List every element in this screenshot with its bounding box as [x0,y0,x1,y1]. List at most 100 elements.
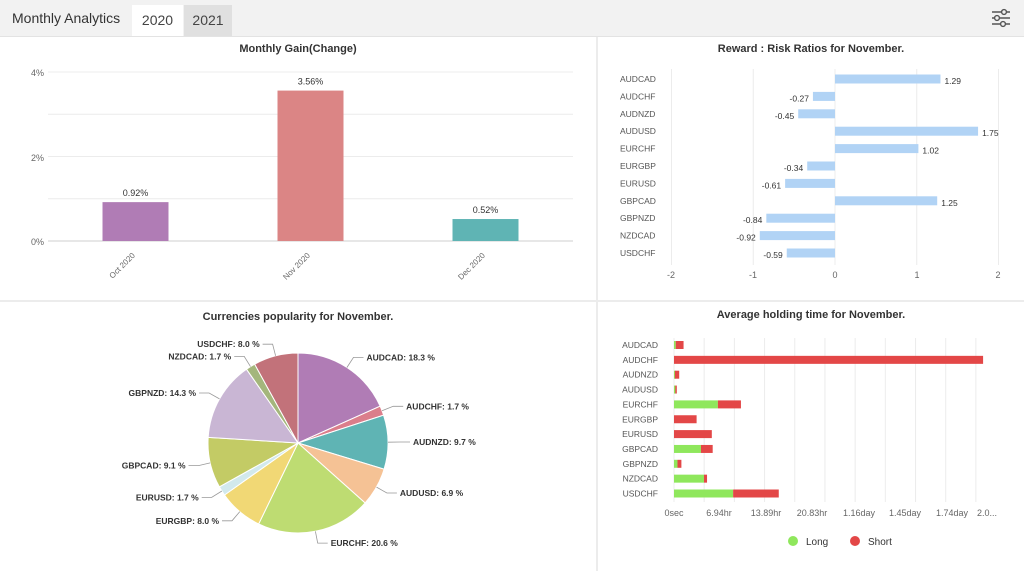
data-label: -0.59 [763,250,783,260]
bar-nzdcad-short[interactable] [703,474,708,483]
bar-gbpnzd-short[interactable] [677,459,682,468]
x-tick-label: 13.89hr [751,508,782,518]
data-label: 3.56% [298,77,324,87]
holding-time-panel: Average holding time for November. 0sec … [598,302,1024,571]
bar-eurchf-short[interactable] [717,400,741,409]
bar-audchf[interactable] [812,91,835,101]
bar-audnzd[interactable] [798,109,835,119]
bar-nov-2020[interactable] [277,90,344,241]
chart-title: Reward : Risk Ratios for November. [718,43,904,55]
x-tick-label: 1.16day [843,508,876,518]
chart-title: Currencies popularity for November. [203,311,394,323]
holding-time-chart: Average holding time for November. 0sec … [622,309,997,548]
category-label: EURCHF [623,399,658,409]
category-label: NZDCAD [623,474,658,484]
slice-label-eurchf: EURCHF: 20.6 % [331,538,399,548]
bar-usdchf[interactable] [786,248,835,258]
slice-usdchf[interactable] [253,352,299,444]
bar-audnzd-short[interactable] [674,370,680,379]
bar-audusd-short[interactable] [675,385,677,394]
bar-audusd-long[interactable] [674,385,676,394]
bar-gbpcad-long[interactable] [674,444,701,453]
data-label: 1.25 [941,198,958,208]
slice-label-nzdcad: NZDCAD: 1.7 % [168,351,231,361]
popularity-panel: Currencies popularity for November. AUDC… [0,302,596,571]
data-label: -0.61 [762,180,782,190]
category-label: AUDCAD [622,340,658,350]
y-tick-label: 4% [31,68,44,78]
bar-nzdcad-long[interactable] [674,474,704,483]
bar-usdchf-long[interactable] [674,489,734,498]
bar-audcad-long[interactable] [674,341,676,349]
bar-audcad-short[interactable] [675,341,684,349]
sliders-icon[interactable] [990,8,1012,28]
legend-short-label[interactable]: Short [868,537,892,548]
slice-label-eurusd: EURUSD: 1.7 % [136,492,199,502]
data-label: 0.92% [123,188,149,198]
x-tick-label: 2 [995,270,1000,280]
x-tick-label: Dec 2020 [456,251,487,282]
bar-eurgbp[interactable] [807,161,835,171]
category-label: AUDCHF [623,355,658,365]
category-label: GBPNZD [620,213,655,223]
bar-audcad[interactable] [835,74,941,84]
connector-eurgbp [222,511,241,522]
bar-eurchf-long[interactable] [674,400,718,409]
category-label: EURUSD [622,429,658,439]
y-tick-label: 0% [31,237,44,247]
slice-label-audusd: AUDUSD: 6.9 % [400,488,464,498]
bar-gbpcad[interactable] [835,196,938,206]
category-label: AUDUSD [622,385,658,395]
vertical-divider [596,37,598,571]
slice-eurchf[interactable] [257,442,366,534]
popularity-chart: Currencies popularity for November. AUDC… [122,311,476,548]
slice-label-gbpcad: GBPCAD: 9.1 % [122,461,186,471]
category-label: AUDNZD [623,370,658,380]
category-label: EURUSD [620,178,656,188]
bar-eurchf[interactable] [835,144,919,154]
connector-audcad [346,357,364,368]
connector-audusd [376,486,397,494]
data-label: -0.27 [790,93,810,103]
data-label: 0.52% [473,205,499,215]
tab-2020[interactable]: 2020 [132,5,183,36]
monthly-gain-panel: Monthly Gain(Change) 4% 2% 0% 0.92% Oct 2… [0,37,596,300]
bar-nzdcad[interactable] [759,231,835,241]
bar-dec-2020[interactable] [452,219,519,241]
connector-nzdcad [234,356,251,367]
connector-gbpcad [188,462,211,467]
legend-long-marker[interactable] [788,536,798,546]
page-title: Monthly Analytics [12,10,121,26]
data-label: -0.84 [743,215,763,225]
category-label: EURGBP [622,414,658,424]
bar-audusd[interactable] [835,126,979,136]
category-label: NZDCAD [620,231,655,241]
bar-usdchf-short[interactable] [733,489,779,498]
bar-oct-2020[interactable] [102,202,169,241]
bar-gbpnzd[interactable] [766,213,835,223]
bar-eurusd[interactable] [785,178,835,188]
x-tick-label: Nov 2020 [281,251,312,282]
x-tick-label: 2.0... [977,508,997,518]
category-label: GBPCAD [620,196,656,206]
tab-2021[interactable]: 2021 [184,5,232,36]
slice-label-audcad: AUDCAD: 18.3 % [366,352,435,362]
top-bar: Monthly Analytics 2020 2021 [0,0,1024,37]
legend-short-marker[interactable] [850,536,860,546]
bar-audchf-short[interactable] [674,355,984,364]
connector-eurusd [201,490,223,498]
bar-eurgbp-short[interactable] [674,415,697,424]
horizontal-divider [0,300,1024,302]
x-tick-label: 6.94hr [706,508,732,518]
bar-eurusd-short[interactable] [674,430,712,439]
x-tick-label: 0 [832,270,837,280]
data-label: -0.45 [775,111,795,121]
bar-gbpnzd-long[interactable] [674,459,678,468]
slice-label-eurgbp: EURGBP: 8.0 % [156,516,220,526]
bar-audnzd-long[interactable] [674,370,676,379]
data-label: 1.29 [944,76,961,86]
y-tick-label: 2% [31,153,44,163]
legend-long-label[interactable]: Long [806,537,828,548]
slice-gbpnzd[interactable] [207,368,300,444]
bar-gbpcad-short[interactable] [700,444,713,453]
